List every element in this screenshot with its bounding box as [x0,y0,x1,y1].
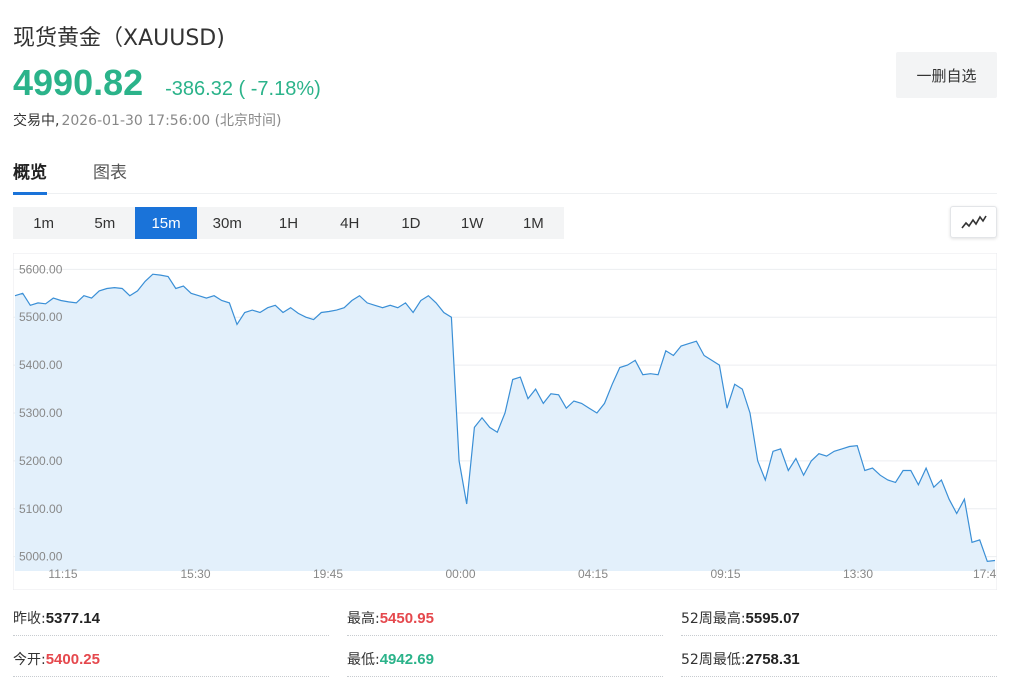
period-1w[interactable]: 1W [442,207,503,239]
remove-watchlist-button[interactable]: 一删自选 [896,52,997,98]
x-tick-label: 11:15 [48,567,77,581]
period-15m[interactable]: 15m [135,207,197,239]
price-chart-svg: 5600.00 5500.00 5400.00 5300.00 5200.00 5100.… [13,253,997,590]
y-tick-label: 5300.00 [19,406,63,420]
change-percent: ( -7.18%) [238,78,321,100]
stat-label: 最低: [347,652,380,668]
y-tick-label: 5100.00 [19,502,63,516]
stat-value: 5400.25 [45,651,100,668]
x-tick-label: 15:30 [180,567,210,581]
stat-value: 5450.95 [379,610,434,627]
instrument-title: 现货黄金（XAUUSD) [13,26,225,51]
x-tick-label: 04:15 [578,567,608,581]
price-chart[interactable]: 5600.00 5500.00 5400.00 5300.00 5200.00 5100.… [13,253,997,590]
stat-value: 4942.69 [379,651,434,668]
x-tick-label: 19:45 [313,567,343,581]
price-change: -386.32 ( -7.18%) [165,78,321,101]
period-1m[interactable]: 1m [13,207,74,239]
last-price: 4990.82 [13,62,144,103]
trading-status: 交易中, 2026-01-30 17:56:00 (北京时间) [13,110,282,130]
price-row: 4990.82 -386.32 ( -7.18%) [13,62,321,104]
x-tick-label: 17:4 [973,567,997,581]
stat-value: 2758.31 [745,651,800,668]
period-1h[interactable]: 1H [258,207,319,239]
stat-52w-low: 52周最低:2758.31 [681,637,997,677]
y-tick-label: 5400.00 [19,358,63,372]
stat-label: 昨收: [13,611,46,627]
y-tick-label: 5600.00 [19,262,63,276]
period-1d[interactable]: 1D [380,207,441,239]
stat-52w-high: 52周最高:5595.07 [681,596,997,636]
y-tick-label: 5500.00 [19,310,63,324]
line-chart-icon [960,215,987,229]
stat-label: 52周最低: [681,652,746,668]
y-axis-labels: 5600.00 5500.00 5400.00 5300.00 5200.00 5100.… [19,262,63,563]
x-tick-label: 00:00 [445,567,475,581]
tab-bar: 概览 图表 [13,158,997,195]
period-4h[interactable]: 4H [319,207,380,239]
period-selector: 1m 5m 15m 30m 1H 4H 1D 1W 1M [13,207,564,239]
stat-prev-close: 昨收:5377.14 [13,596,329,636]
stat-label: 今开: [13,652,46,668]
stat-open: 今开:5400.25 [13,637,329,677]
x-tick-label: 09:15 [710,567,740,581]
price-line [14,273,996,563]
stat-low: 最低:4942.69 [347,637,663,677]
price-area [15,274,995,571]
chart-type-button[interactable] [950,206,997,238]
period-5m[interactable]: 5m [74,207,135,239]
y-tick-label: 5000.00 [19,550,63,564]
status-text: 交易中, [13,113,60,129]
x-tick-label: 13:30 [843,567,873,581]
x-axis-labels: 11:15 15:30 19:45 00:00 04:15 09:15 13:30 17:4 [48,567,996,581]
change-amount: -386.32 [165,78,233,100]
stat-value: 5595.07 [745,610,800,627]
stat-label: 52周最高: [681,611,746,627]
stat-high: 最高:5450.95 [347,596,663,636]
tab-chart[interactable]: 图表 [93,163,127,183]
stat-value: 5377.14 [45,610,100,627]
y-tick-label: 5200.00 [19,454,63,468]
period-1mo[interactable]: 1M [503,207,564,239]
stat-label: 最高: [347,611,380,627]
tab-overview[interactable]: 概览 [13,158,47,195]
timestamp: 2026-01-30 17:56:00 (北京时间) [61,113,282,129]
period-30m[interactable]: 30m [197,207,258,239]
